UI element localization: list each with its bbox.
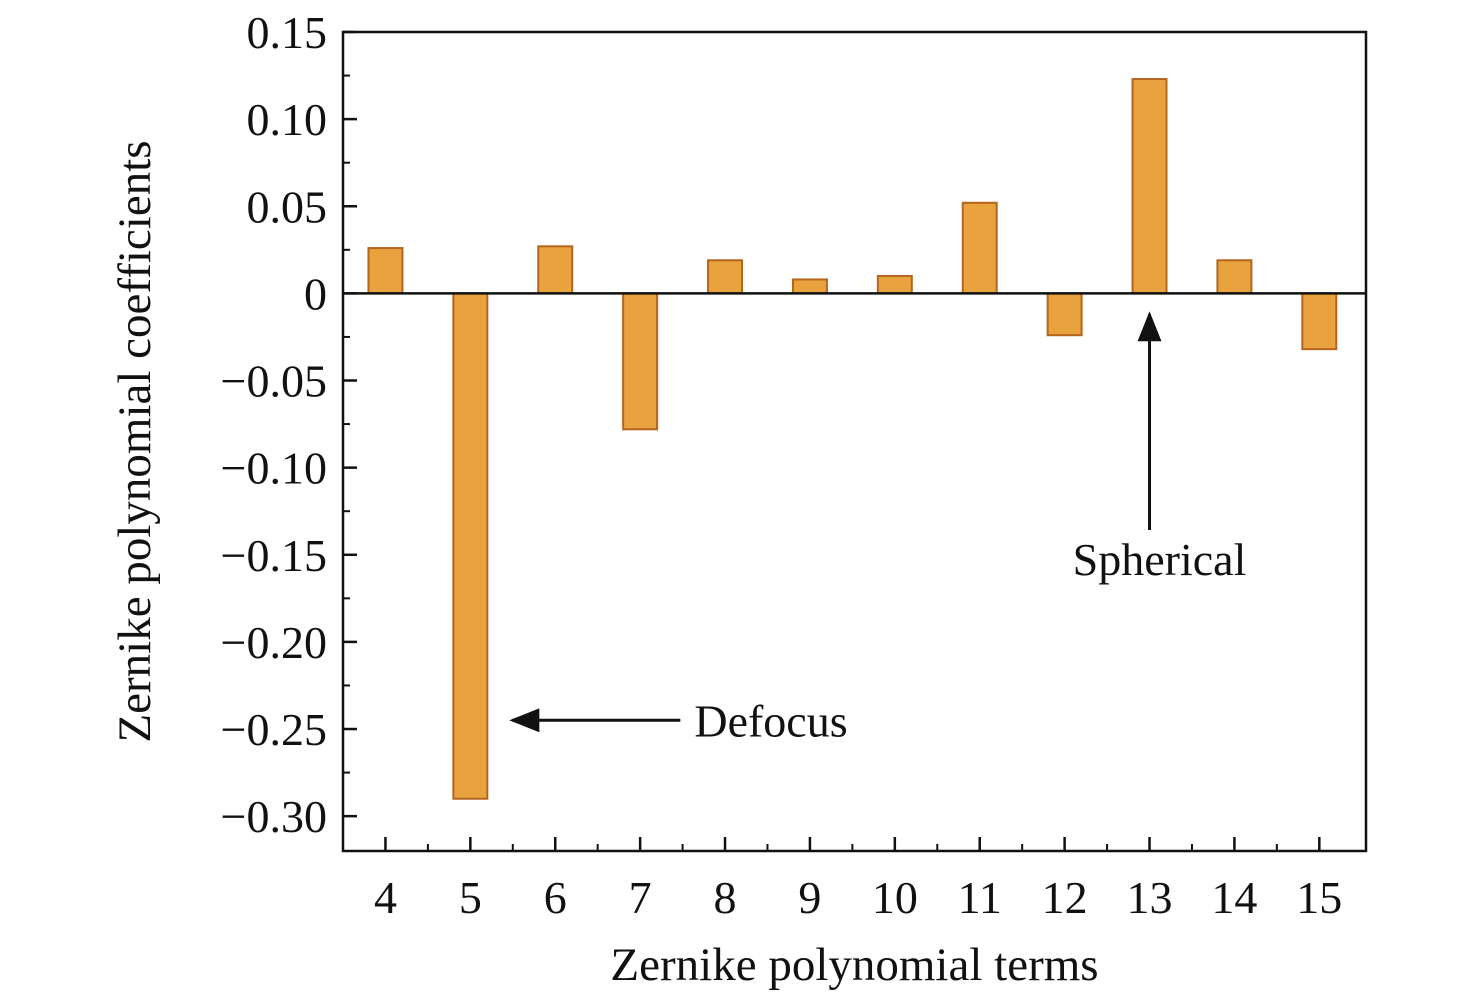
y-tick-label: −0.25 xyxy=(221,704,327,755)
y-tick-label: −0.05 xyxy=(221,356,327,407)
spherical-label: Spherical xyxy=(1073,534,1247,585)
y-axis: 0.15 0.10 0.05 0 −0.05 −0.10 −0.15 −0.20 −0.25 −0… xyxy=(221,7,357,842)
y-tick-label: 0 xyxy=(304,268,327,319)
x-tick-label: 5 xyxy=(459,872,482,923)
x-tick-label: 15 xyxy=(1296,872,1342,923)
y-tick-label: −0.10 xyxy=(221,443,327,494)
x-tick-label: 7 xyxy=(629,872,652,923)
x-tick-label: 8 xyxy=(714,872,737,923)
x-tick-label: 14 xyxy=(1211,872,1257,923)
x-tick-label: 6 xyxy=(544,872,567,923)
y-tick-label: −0.30 xyxy=(221,791,327,842)
bar-term-12 xyxy=(1046,292,1083,337)
y-tick-label: −0.15 xyxy=(221,530,327,581)
y-tick-label: −0.20 xyxy=(221,617,327,668)
x-tick-label: 13 xyxy=(1127,872,1173,923)
defocus-label: Defocus xyxy=(694,695,847,746)
x-tick-label: 12 xyxy=(1042,872,1088,923)
bar-term-15 xyxy=(1301,292,1338,351)
annotations-group: Defocus Spherical xyxy=(509,311,1247,746)
bar-term-5 xyxy=(452,292,489,800)
bar-term-9 xyxy=(791,278,828,295)
x-tick-label: 9 xyxy=(798,872,821,923)
y-tick-label: 0.05 xyxy=(247,181,328,232)
x-axis: 4 5 6 7 8 9 10 11 12 13 14 15 xyxy=(374,837,1342,923)
bars-group xyxy=(367,78,1338,800)
y-tick-label: 0.10 xyxy=(247,94,328,145)
bar-term-14 xyxy=(1216,259,1253,295)
bar-term-6 xyxy=(537,245,574,295)
bar-term-8 xyxy=(707,259,744,295)
bar-term-7 xyxy=(622,292,659,431)
y-axis-title: Zernike polynomial coefficients xyxy=(109,140,161,742)
plot-frame xyxy=(341,30,1368,853)
bar-term-10 xyxy=(876,274,913,295)
bar-term-11 xyxy=(961,201,998,295)
x-tick-label: 4 xyxy=(374,872,397,923)
x-tick-label: 11 xyxy=(958,872,1002,923)
bar-term-4 xyxy=(367,247,404,295)
y-tick-label: 0.15 xyxy=(247,7,328,58)
x-tick-label: 10 xyxy=(872,872,918,923)
x-axis-title: Zernike polynomial terms xyxy=(610,939,1098,991)
bar-term-13 xyxy=(1131,78,1168,295)
